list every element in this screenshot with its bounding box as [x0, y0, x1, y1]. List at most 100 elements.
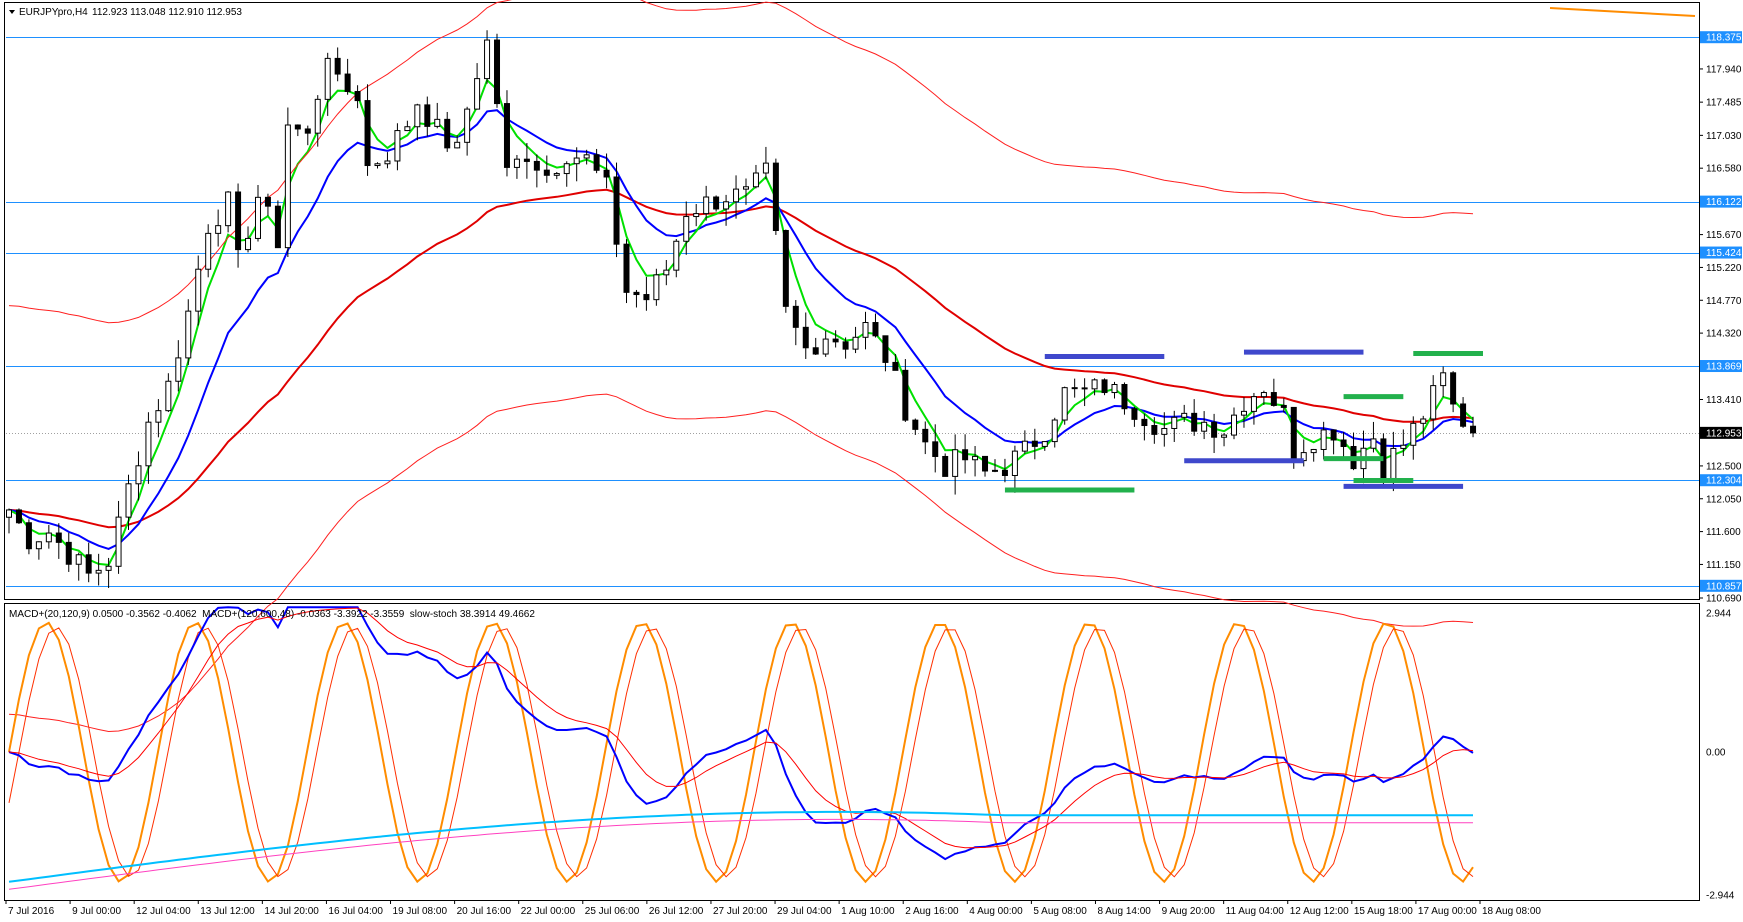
macd-fast-line — [8, 606, 1474, 861]
indicator-tick-label: 2.944 — [1706, 609, 1731, 620]
time-tick-label: 13 Jul 12:00 — [200, 906, 255, 917]
candle-body — [454, 141, 461, 149]
candle-body — [1310, 448, 1317, 454]
time-tick-label: 9 Aug 20:00 — [1162, 906, 1216, 917]
price-tag-label: 113.869 — [1706, 362, 1742, 373]
candle-body — [1430, 385, 1437, 420]
trend-line — [1549, 7, 1696, 17]
indicator-scale[interactable]: 2.944 0.00 -2.944 — [1706, 609, 1735, 902]
price-tick-label: 114.770 — [1706, 296, 1742, 307]
time-tick-label: 26 Jul 12:00 — [649, 906, 704, 917]
candle-body — [65, 541, 72, 565]
ma-mid-line — [8, 109, 1474, 550]
candle-body — [1240, 410, 1247, 416]
candle-body — [1161, 427, 1168, 435]
candle-body — [643, 294, 650, 301]
candle-body — [254, 196, 261, 239]
candle-body — [1280, 404, 1287, 408]
candle-body — [862, 322, 869, 338]
candle-body — [812, 347, 819, 355]
candle-body — [1290, 406, 1297, 462]
candle-body — [563, 163, 570, 175]
candle-body — [444, 118, 451, 149]
candle-body — [205, 232, 212, 270]
candle-body — [653, 274, 660, 301]
candle-body — [922, 428, 929, 443]
macd-slow-line — [8, 810, 1473, 883]
time-tick-label: 15 Aug 18:00 — [1354, 906, 1413, 917]
candle-body — [354, 90, 361, 102]
time-scale[interactable]: 7 Jul 2016 9 Jul 00:00 12 Jul 04:00 13 Jul … — [5, 900, 1541, 917]
candle-body — [85, 554, 92, 574]
candle-body — [683, 216, 690, 242]
indicator-title: MACD+(20,120,9) 0.0500 -0.3562 -0.4062 M… — [9, 609, 535, 620]
candle-body — [294, 124, 301, 130]
time-tick-label: 19 Jul 08:00 — [393, 906, 448, 917]
time-tick-label: 4 Aug 00:00 — [969, 906, 1023, 917]
candle-body — [762, 162, 769, 174]
candle-body — [284, 124, 291, 249]
symbol-dropdown-icon[interactable] — [9, 10, 15, 14]
candle-body — [703, 196, 710, 215]
candle-body — [344, 73, 351, 92]
candle-body — [693, 213, 700, 218]
candle-body — [553, 173, 560, 176]
price-tag-label: 112.304 — [1706, 476, 1742, 487]
macd-fast-signal-line — [8, 607, 1474, 849]
price-tag-label: 110.857 — [1706, 581, 1742, 592]
candle-body — [982, 455, 989, 472]
price-tag-label: 118.375 — [1706, 33, 1742, 44]
candle-body — [1191, 412, 1198, 432]
level-price-tag — [1700, 246, 1742, 259]
candle-body — [852, 336, 859, 350]
time-tick-label: 9 Jul 00:00 — [72, 906, 121, 917]
candle-body — [713, 196, 720, 210]
candle-body — [882, 335, 889, 363]
level-price-tag — [1700, 579, 1742, 592]
candle-body — [35, 541, 42, 550]
candle-body — [25, 522, 32, 550]
candle-body — [503, 103, 510, 168]
candle-body — [484, 39, 491, 80]
price-tick-label: 110.690 — [1706, 594, 1742, 605]
candle-body — [1181, 412, 1188, 418]
candle-body — [932, 441, 939, 457]
candle-body — [424, 104, 431, 127]
candle-body — [743, 186, 749, 190]
candle-body — [1330, 429, 1337, 441]
candle-body — [324, 57, 331, 100]
candle-body — [1320, 429, 1327, 450]
candle-body — [1061, 387, 1068, 421]
candle-body — [225, 191, 232, 227]
candle-body — [723, 201, 730, 210]
candle-body — [802, 326, 809, 349]
time-tick-label: 12 Jul 04:00 — [136, 906, 191, 917]
price-tick-label: 111.600 — [1706, 527, 1741, 538]
price-tick-label: 117.030 — [1706, 131, 1742, 142]
candle-body — [1021, 440, 1028, 452]
candle-body — [1340, 439, 1347, 447]
indicator-tick-label: 0.00 — [1706, 748, 1726, 759]
chart-symbol-title: EURJPYpro,H4 — [19, 7, 88, 18]
candle-body — [165, 380, 172, 412]
candle-body — [832, 338, 839, 343]
candle-body — [991, 469, 998, 472]
time-tick-label: 22 Jul 00:00 — [521, 906, 576, 917]
price-tick-label: 117.485 — [1706, 98, 1742, 109]
candle-body — [613, 176, 620, 245]
candle-body — [1211, 421, 1218, 438]
candle-body — [942, 455, 949, 477]
candle-body — [792, 305, 799, 328]
candle-body — [1270, 392, 1277, 406]
candle-body — [135, 465, 142, 485]
time-tick-label: 27 Jul 20:00 — [713, 906, 768, 917]
candle-body — [1041, 441, 1048, 447]
candle-body — [1051, 419, 1058, 443]
time-tick-label: 17 Aug 00:00 — [1418, 906, 1477, 917]
candle-body — [673, 240, 680, 271]
candle-body — [842, 341, 849, 350]
price-scale[interactable]: 118.375 117.940 117.485 117.030 116.580 116.1… — [1699, 31, 1742, 605]
candle-body — [772, 162, 779, 231]
candle-body — [752, 172, 759, 188]
